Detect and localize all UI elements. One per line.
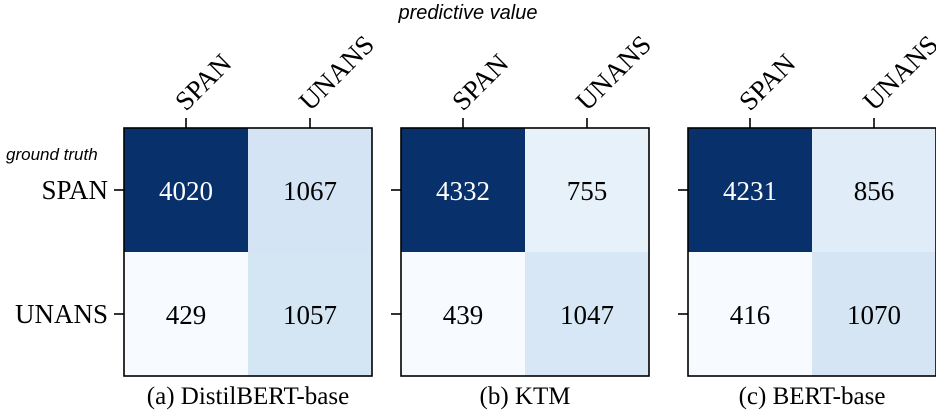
cell-value-label: 1047 xyxy=(560,300,614,330)
cell-value-label: 856 xyxy=(854,176,895,206)
matrix-cell xyxy=(248,252,372,376)
x-tick-label: SPAN xyxy=(733,48,801,116)
panel-caption: (c) BERT-base xyxy=(739,383,886,410)
cell-value-label: 4231 xyxy=(723,176,777,206)
matrix-cell xyxy=(688,252,812,376)
cell-value-label: 429 xyxy=(166,300,207,330)
x-tick-label: SPAN xyxy=(169,48,237,116)
matrix-frame xyxy=(687,127,936,377)
cell-value-label: 1070 xyxy=(847,300,901,330)
matrix-cell xyxy=(688,128,812,252)
confusion-matrix-panel: 4332 755 439 1047 SPAN UNANS (b) KTM xyxy=(391,29,657,410)
matrix-cell xyxy=(525,128,649,252)
panel-caption: (a) DistilBERT-base xyxy=(147,383,349,410)
x-tick-label: UNANS xyxy=(293,29,380,116)
cell-value-label: 4332 xyxy=(436,176,490,206)
matrix-cell xyxy=(525,252,649,376)
y-tick-label: SPAN xyxy=(41,175,108,205)
panel-caption: (b) KTM xyxy=(480,383,571,410)
matrix-frame xyxy=(123,127,373,377)
cell-value-label: 1067 xyxy=(283,176,337,206)
matrix-cell xyxy=(812,128,936,252)
matrix-cell xyxy=(401,252,525,376)
matrix-cell xyxy=(812,252,936,376)
matrix-cell xyxy=(401,128,525,252)
matrix-frame xyxy=(400,127,650,377)
x-tick-label: SPAN xyxy=(446,48,514,116)
cell-value-label: 4020 xyxy=(159,176,213,206)
cell-value-label: 1057 xyxy=(283,300,337,330)
predictive-value-label: predictive value xyxy=(398,2,538,24)
x-tick-label: UNANS xyxy=(857,29,936,116)
cell-value-label: 416 xyxy=(730,300,771,330)
cell-value-label: 439 xyxy=(443,300,484,330)
confusion-matrix-panel: 4231 856 416 1070 SPAN UNANS (c) BERT-base xyxy=(678,29,936,410)
x-tick-label: UNANS xyxy=(570,29,657,116)
y-tick-label: UNANS xyxy=(15,299,108,329)
cell-value-label: 755 xyxy=(567,176,608,206)
matrix-cell xyxy=(124,128,248,252)
matrix-cell xyxy=(248,128,372,252)
ground-truth-label: ground truth xyxy=(6,145,98,164)
panels: 4020 1067 429 1057 SPAN UNANS SPAN UNANS (a) Dis… xyxy=(15,29,936,410)
matrix-cell xyxy=(124,252,248,376)
confusion-matrix-panel: 4020 1067 429 1057 SPAN UNANS SPAN UNANS (a) Dis… xyxy=(15,29,380,410)
